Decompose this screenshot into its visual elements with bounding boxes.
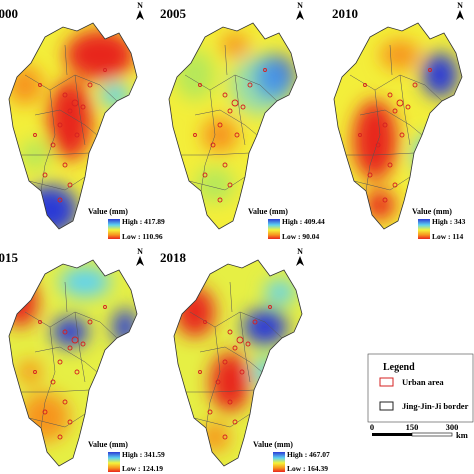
- panel-year: 2015: [0, 250, 19, 265]
- map-panel: [168, 22, 298, 230]
- scale-unit: km: [456, 430, 468, 440]
- color-ramp: [108, 452, 120, 472]
- north-label: N: [297, 1, 303, 10]
- panel-year: 2018: [160, 250, 187, 265]
- panel-year: 2000: [0, 6, 18, 21]
- value-low: Low : 164.39: [287, 464, 328, 473]
- color-ramp: [418, 219, 430, 239]
- color-ramp: [273, 452, 285, 472]
- legend-item: Jing-Jin-Ji border: [402, 401, 469, 411]
- legend-item: Urban area: [402, 377, 444, 387]
- value-high: High : 409.44: [282, 217, 325, 226]
- value-high: High : 467.07: [287, 450, 330, 459]
- scale-label: 0: [370, 422, 374, 432]
- north-label: N: [297, 247, 303, 256]
- north-label: N: [137, 247, 143, 256]
- value-title: Value (mm): [88, 440, 128, 449]
- value-title: Value (mm): [88, 207, 128, 216]
- map-panel: [333, 22, 463, 230]
- value-low: Low : 124.19: [122, 464, 163, 473]
- value-title: Value (mm): [412, 207, 452, 216]
- north-label: N: [137, 1, 143, 10]
- value-low: Low : 110.96: [122, 232, 163, 241]
- legend-title: Legend: [383, 362, 415, 373]
- scale-label: 150: [406, 422, 419, 432]
- legend: Legend Urban area Jing-Jin-Ji border: [367, 353, 474, 423]
- north-label: N: [457, 1, 463, 10]
- value-low: Low : 114: [432, 232, 464, 241]
- map-panel: [173, 259, 303, 467]
- panel-year: 2005: [160, 6, 187, 21]
- scale-label: 300: [446, 422, 459, 432]
- value-title: Value (mm): [253, 440, 293, 449]
- value-title: Value (mm): [248, 207, 288, 216]
- value-low: Low : 90.04: [282, 232, 320, 241]
- panel-year: 2010: [332, 6, 358, 21]
- value-high: High : 343: [432, 217, 466, 226]
- color-ramp: [268, 219, 280, 239]
- scale-bar: 0 150 300 km: [370, 422, 468, 440]
- map-panel: [8, 259, 138, 467]
- map-panel: [8, 22, 138, 230]
- value-high: High : 341.59: [122, 450, 165, 459]
- value-high: High : 417.89: [122, 217, 165, 226]
- color-ramp: [108, 219, 120, 239]
